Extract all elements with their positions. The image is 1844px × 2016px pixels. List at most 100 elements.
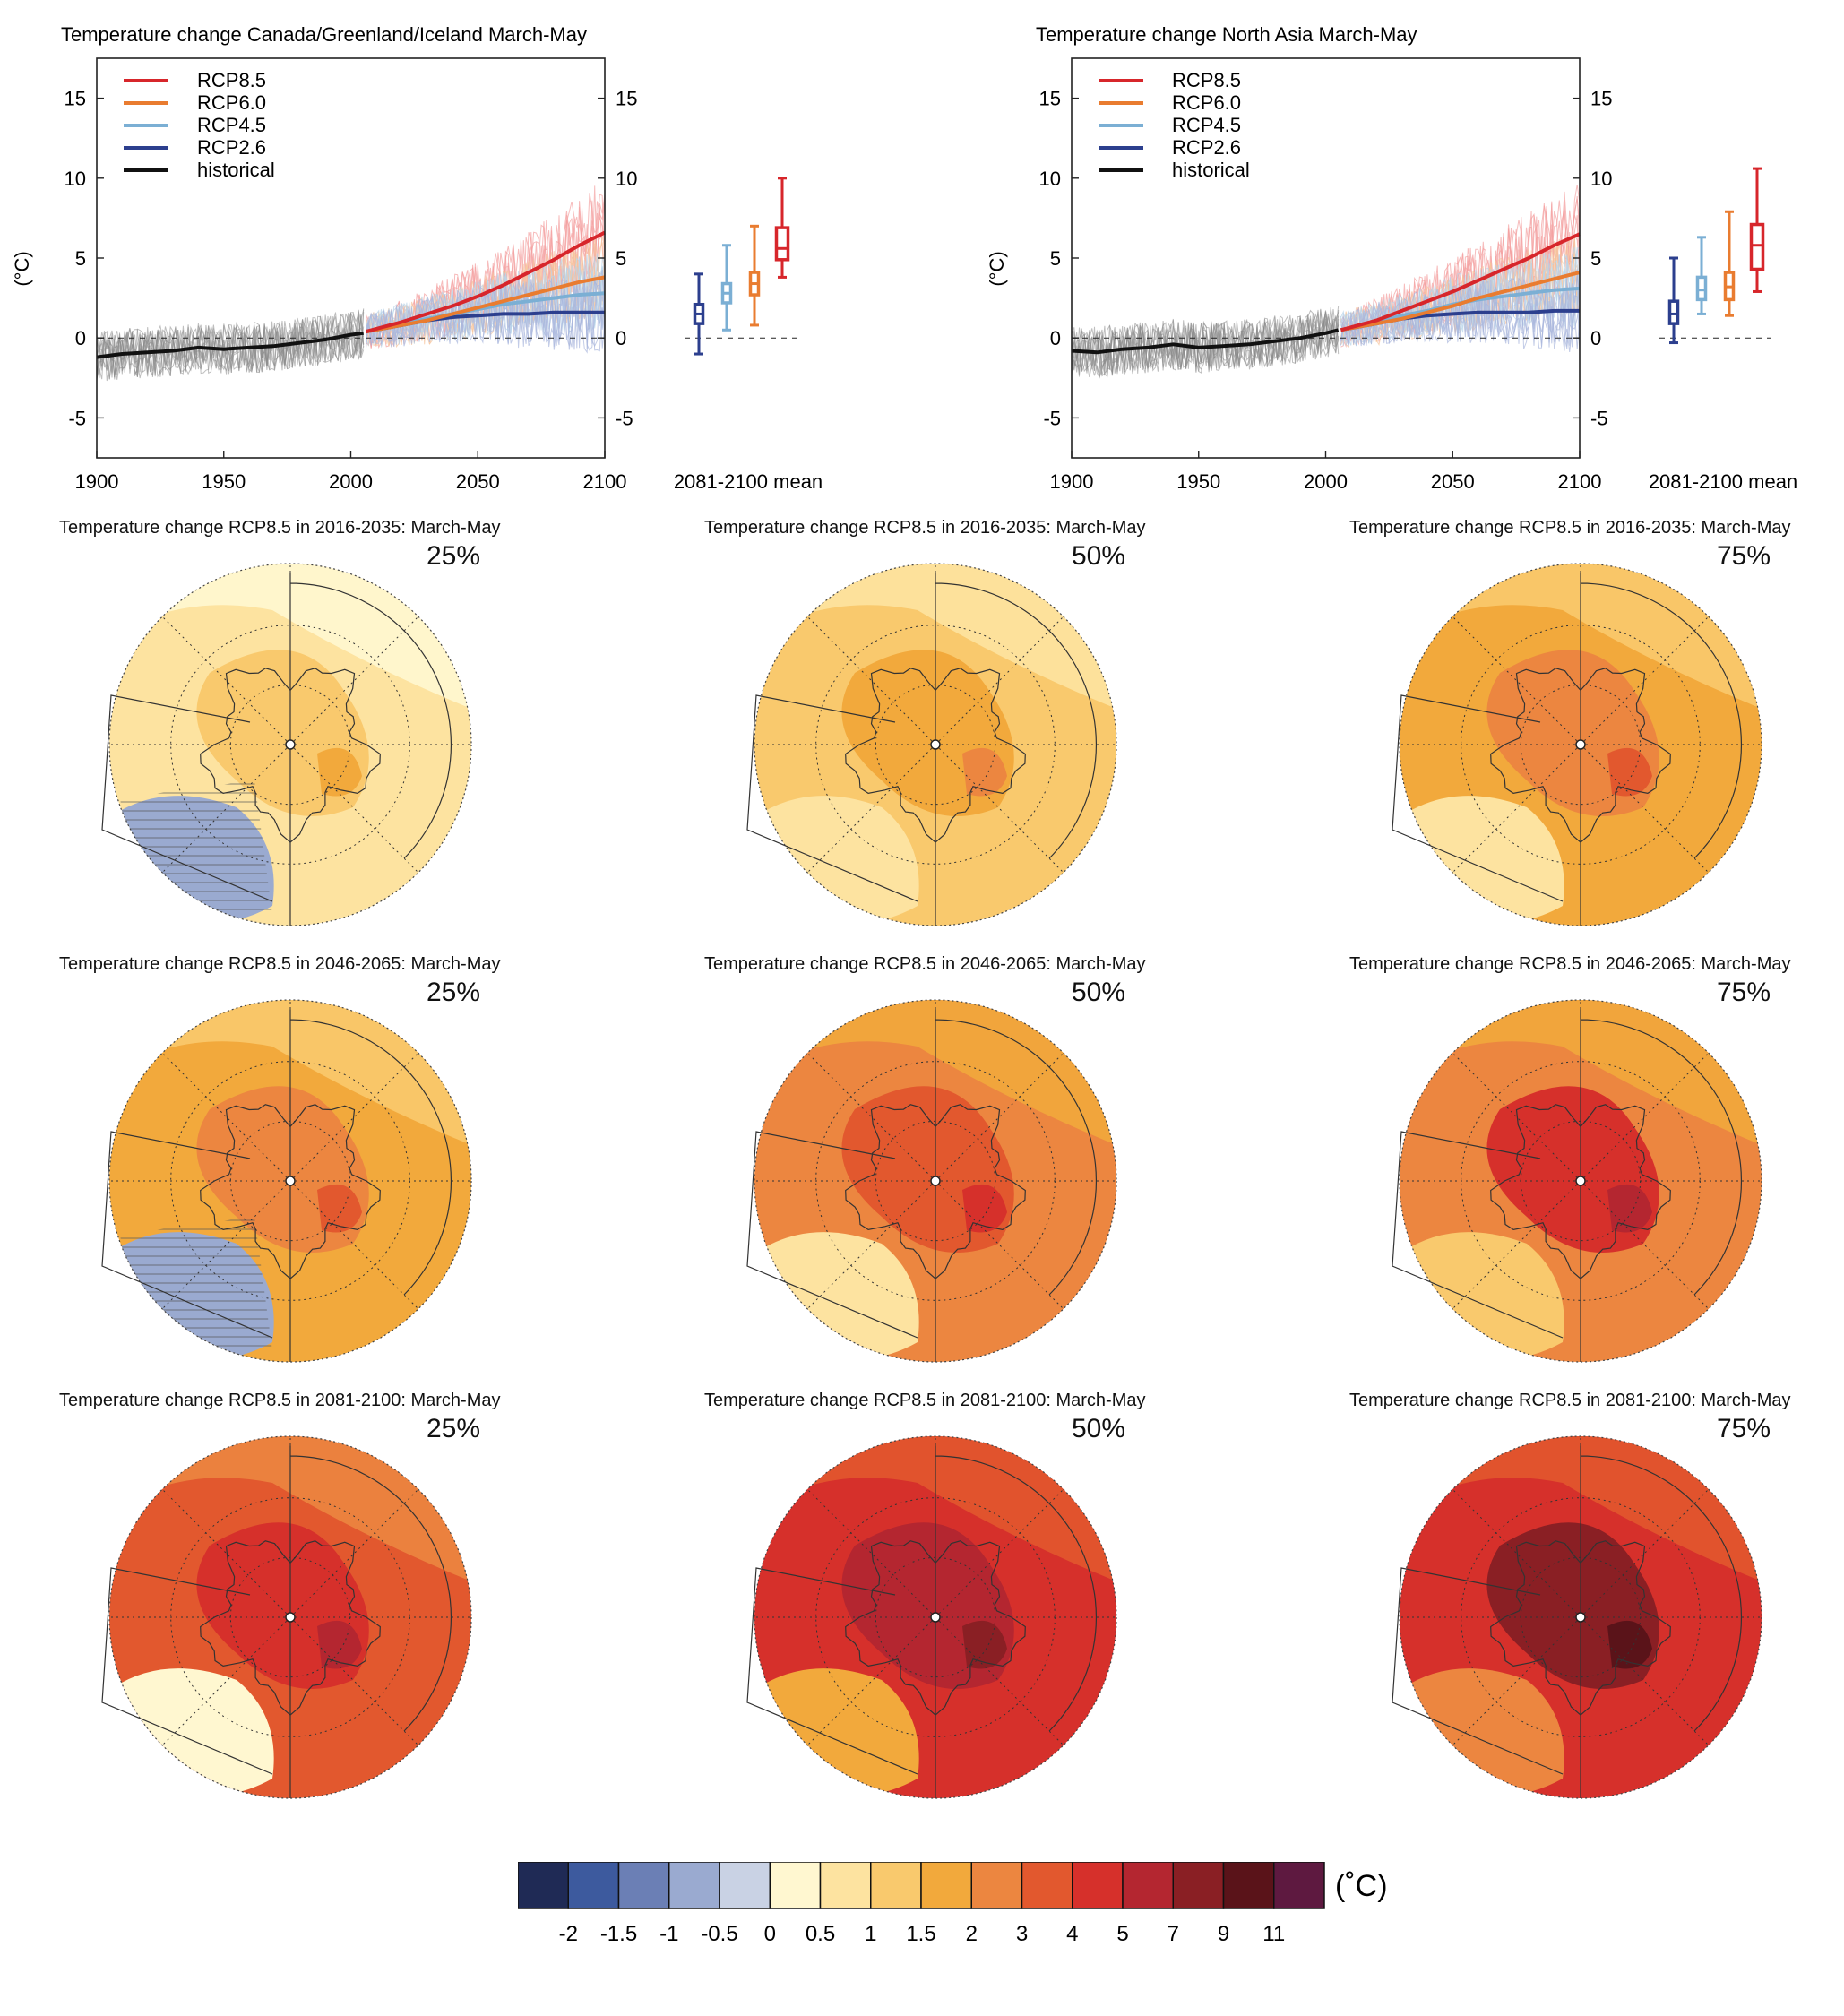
- series-line-RCP85: [365, 230, 606, 334]
- y-tick-label: 10: [1590, 168, 1612, 190]
- colorbar-swatch: [970, 1862, 1023, 1909]
- colorbar-swatch: [920, 1862, 972, 1909]
- map-title: Temperature change RCP8.5 in 2046-2065: …: [1349, 954, 1791, 974]
- colorbar-swatch: [819, 1862, 872, 1909]
- meridian-line: [806, 1052, 936, 1182]
- meridian-line: [289, 1616, 419, 1746]
- map-panel: Temperature change RCP8.5 in 2081-2100: …: [645, 1383, 1260, 1820]
- historical-member: [96, 309, 365, 380]
- map-title: Temperature change RCP8.5 in 2016-2035: …: [1349, 518, 1791, 538]
- colorbar-swatch: [1021, 1862, 1073, 1909]
- map-border: [754, 563, 1117, 926]
- coastline: [1490, 668, 1671, 843]
- map-hotspot-region: [962, 1184, 1007, 1233]
- boxplot-axis-label: 2081-2100 mean: [1649, 470, 1797, 493]
- coastline: [200, 668, 381, 843]
- meridian-line: [161, 1616, 291, 1746]
- RCP26-member: [1340, 277, 1581, 349]
- RCP26-member: [1340, 270, 1581, 349]
- meridian-line: [1452, 1616, 1581, 1746]
- map-outer-region: [1400, 1000, 1762, 1145]
- series-line-RCP85: [1340, 232, 1581, 332]
- map-border: [1399, 563, 1762, 926]
- map-percentile-label: 75%: [1717, 541, 1771, 571]
- y-tick-label: 15: [65, 88, 86, 110]
- colorbar-tick-label: -1.5: [600, 1922, 637, 1946]
- panel-title: Temperature change Canada/Greenland/Icel…: [61, 23, 587, 46]
- coastline: [200, 1104, 381, 1279]
- y-tick-label: 5: [75, 247, 86, 270]
- meridian-line: [806, 744, 936, 874]
- map-hatching: [120, 780, 272, 924]
- map-panel: Temperature change RCP8.5 in 2016-2035: …: [0, 511, 615, 947]
- meridian-line: [1452, 616, 1581, 745]
- colorbar-tick-label: 4: [1066, 1922, 1078, 1946]
- boxplot-group: 2081-2100 mean: [1649, 167, 1797, 493]
- colorbar-tick-label: -1: [659, 1922, 678, 1946]
- y-tick-label: 15: [616, 88, 637, 110]
- meridian-line: [935, 1616, 1064, 1746]
- meridian-line: [935, 744, 1064, 874]
- region-outline: [101, 1567, 273, 1775]
- coastline: [845, 1540, 1026, 1716]
- meridian-line: [289, 616, 419, 745]
- map-border: [108, 563, 472, 926]
- y-tick-label: 15: [1039, 88, 1061, 110]
- colorbar-swatch: [617, 1862, 670, 1909]
- region-outline: [746, 694, 918, 902]
- timeseries-panel-2: Temperature change North Asia March-May -…: [986, 23, 1797, 493]
- map-border: [1399, 999, 1762, 1363]
- region-outline: [101, 694, 273, 902]
- meridian-line: [161, 1488, 291, 1618]
- y-tick-label: 5: [616, 247, 626, 270]
- coastline: [1490, 1104, 1671, 1279]
- polar-map: [1392, 1435, 1762, 1799]
- map-hotspot-region: [317, 1620, 362, 1669]
- polar-map: [1392, 999, 1762, 1363]
- map-hotspot-region: [1607, 1620, 1652, 1669]
- x-tick-label: 2000: [1304, 470, 1348, 493]
- y-tick-label: 5: [1590, 247, 1601, 270]
- map-percentile-label: 50%: [1072, 1414, 1126, 1443]
- boxplot-box-RCP45: [1695, 275, 1708, 302]
- map-panel: Temperature change RCP8.5 in 2016-2035: …: [1290, 511, 1844, 947]
- meridian-line: [806, 1616, 936, 1746]
- historical-member: [1071, 309, 1340, 375]
- meridian-line: [935, 1052, 1064, 1182]
- map-border: [108, 999, 472, 1363]
- meridian-line: [806, 1488, 936, 1618]
- map-hatching: [120, 1217, 272, 1360]
- legend-label: RCP2.6: [1172, 136, 1241, 159]
- meridian-line: [806, 1180, 936, 1310]
- north-pole-marker: [1575, 1612, 1586, 1623]
- plot-frame: [1071, 57, 1581, 459]
- meridian-line: [1580, 1052, 1710, 1182]
- map-hotspot-region: [317, 1184, 362, 1233]
- meridian-line: [161, 744, 291, 874]
- y-axis-label: (°C): [11, 251, 33, 286]
- map-panel: Temperature change RCP8.5 in 2046-2065: …: [0, 947, 615, 1383]
- map-hotspot-region: [962, 1620, 1007, 1669]
- y-axis-label: (°C): [986, 251, 1008, 286]
- legend-label: RCP2.6: [197, 136, 266, 159]
- colorbar-swatch: [719, 1862, 771, 1909]
- colorbar-tick-label: 1.5: [906, 1922, 935, 1946]
- y-tick-label: -5: [1590, 407, 1608, 429]
- y-tick-label: 10: [616, 168, 637, 190]
- colorbar-swatch: [870, 1862, 922, 1909]
- polar-map: [746, 563, 1117, 926]
- polar-map: [746, 1435, 1117, 1799]
- boxplot-group: 2081-2100 mean: [674, 177, 823, 493]
- colorbar-tick-label: 1: [865, 1922, 876, 1946]
- meridian-line: [935, 1488, 1064, 1618]
- y-tick-label: 0: [75, 327, 86, 349]
- ensemble-members: [1071, 185, 1581, 379]
- x-tick-label: 2050: [456, 470, 500, 493]
- map-percentile-label: 50%: [1072, 978, 1126, 1007]
- y-tick-label: 0: [1050, 327, 1061, 349]
- legend-label: RCP6.0: [197, 91, 266, 114]
- map-border: [754, 999, 1117, 1363]
- north-pole-marker: [1575, 739, 1586, 750]
